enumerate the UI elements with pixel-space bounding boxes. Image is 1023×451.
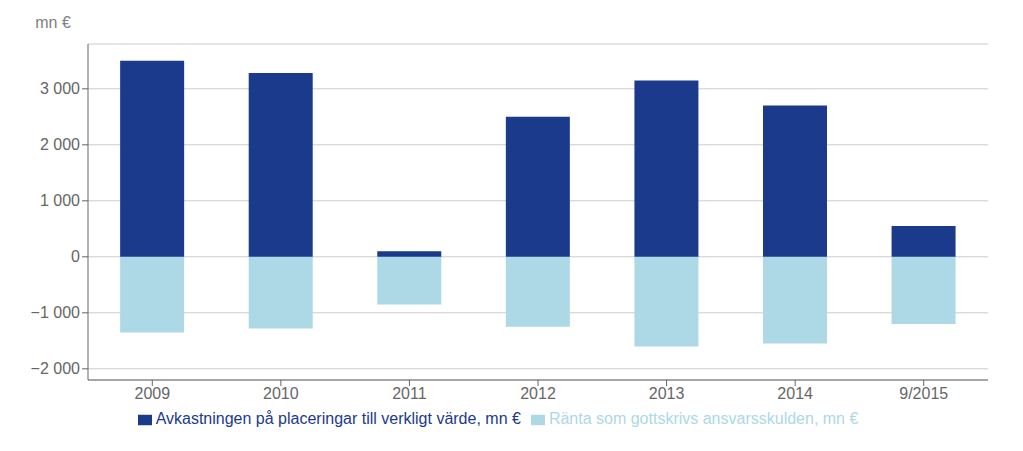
svg-text:2012: 2012	[520, 385, 556, 402]
svg-text:2011: 2011	[392, 385, 427, 402]
svg-text:1 000: 1 000	[40, 192, 80, 209]
svg-text:−1 000: −1 000	[31, 304, 80, 321]
svg-text:mn €: mn €	[35, 14, 71, 31]
svg-text:2014: 2014	[777, 385, 813, 402]
svg-text:2013: 2013	[649, 385, 685, 402]
html-text:Ränta som gottskrivs ansvarssk: Ränta som gottskrivs ansvarsskulden, mn …	[548, 410, 859, 427]
svg-text:0: 0	[71, 248, 80, 265]
svg-text:9/2015: 9/2015	[899, 385, 948, 402]
svg-text:3 000: 3 000	[40, 80, 80, 97]
svg-text:2 000: 2 000	[40, 136, 80, 153]
html-text:Avkastningen på placeringar ti: Avkastningen på placeringar till verklig…	[155, 410, 521, 427]
svg-text:2009: 2009	[134, 385, 170, 402]
svg-text:−2 000: −2 000	[31, 360, 80, 377]
svg-text:2010: 2010	[263, 385, 299, 402]
